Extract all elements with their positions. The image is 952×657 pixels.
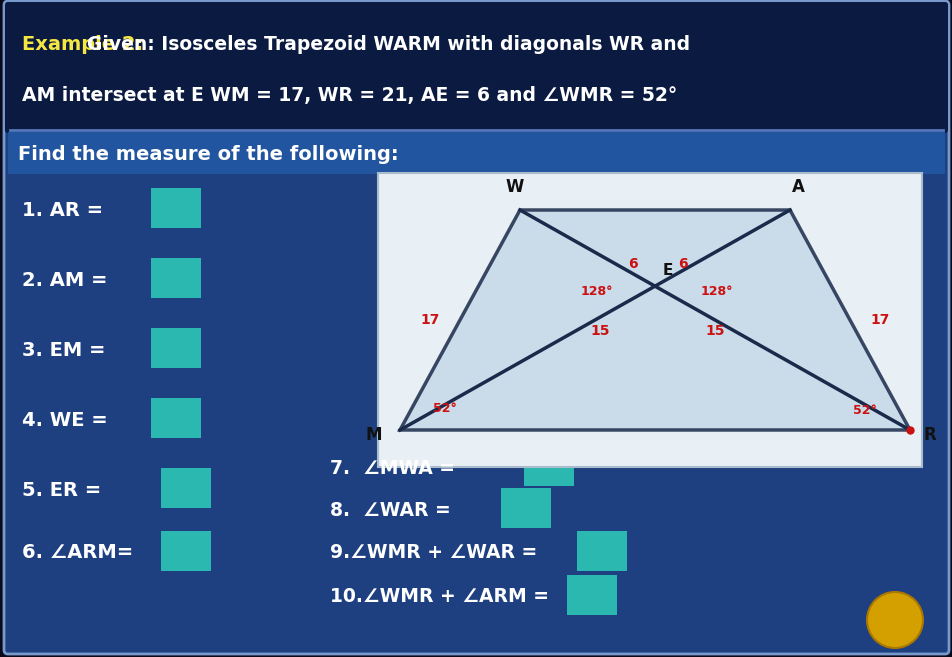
FancyBboxPatch shape: [5, 2, 947, 133]
Text: Example 2:: Example 2:: [22, 35, 143, 55]
FancyBboxPatch shape: [150, 258, 201, 298]
Text: 9.∠WMR + ∠WAR =: 9.∠WMR + ∠WAR =: [329, 543, 537, 562]
Text: 52°: 52°: [432, 401, 456, 415]
Text: 8.  ∠WAR =: 8. ∠WAR =: [329, 501, 450, 520]
FancyBboxPatch shape: [524, 446, 573, 486]
FancyBboxPatch shape: [378, 173, 921, 467]
Text: 7.  ∠MWA =: 7. ∠MWA =: [329, 459, 454, 478]
Text: 15: 15: [704, 324, 724, 338]
Text: 5. ER =: 5. ER =: [22, 480, 101, 499]
Text: 6: 6: [678, 257, 687, 271]
Text: 128°: 128°: [700, 284, 732, 298]
Text: 52°: 52°: [852, 403, 876, 417]
Text: 128°: 128°: [580, 284, 612, 298]
Text: 1. AR =: 1. AR =: [22, 200, 103, 219]
Text: Find the measure of the following:: Find the measure of the following:: [18, 145, 398, 164]
FancyBboxPatch shape: [161, 531, 210, 571]
Text: 6: 6: [627, 257, 637, 271]
Text: 15: 15: [589, 324, 609, 338]
Text: M: M: [366, 426, 382, 444]
FancyBboxPatch shape: [150, 398, 201, 438]
FancyBboxPatch shape: [566, 575, 616, 615]
FancyBboxPatch shape: [576, 531, 626, 571]
Text: 17: 17: [420, 313, 439, 327]
FancyBboxPatch shape: [150, 188, 201, 228]
Text: 4. WE =: 4. WE =: [22, 411, 108, 430]
Polygon shape: [400, 210, 909, 430]
Text: Given: Isosceles Trapezoid WARM with diagonals WR and: Given: Isosceles Trapezoid WARM with dia…: [22, 35, 689, 55]
Text: E: E: [663, 263, 673, 278]
Text: W: W: [506, 178, 524, 196]
FancyBboxPatch shape: [501, 488, 550, 528]
Text: AM intersect at E WM = 17, WR = 21, AE = 6 and ∠WMR = 52°: AM intersect at E WM = 17, WR = 21, AE =…: [22, 85, 677, 104]
Circle shape: [866, 592, 922, 648]
Text: 17: 17: [869, 313, 889, 327]
FancyBboxPatch shape: [4, 1, 948, 654]
Text: 10.∠WMR + ∠ARM =: 10.∠WMR + ∠ARM =: [329, 587, 548, 606]
FancyBboxPatch shape: [8, 132, 944, 174]
Text: 6. ∠ARM=: 6. ∠ARM=: [22, 543, 133, 562]
Text: 2. AM =: 2. AM =: [22, 271, 108, 290]
Text: R: R: [923, 426, 936, 444]
FancyBboxPatch shape: [161, 468, 210, 508]
FancyBboxPatch shape: [150, 328, 201, 368]
Text: 3. EM =: 3. EM =: [22, 340, 106, 359]
Text: A: A: [791, 178, 803, 196]
